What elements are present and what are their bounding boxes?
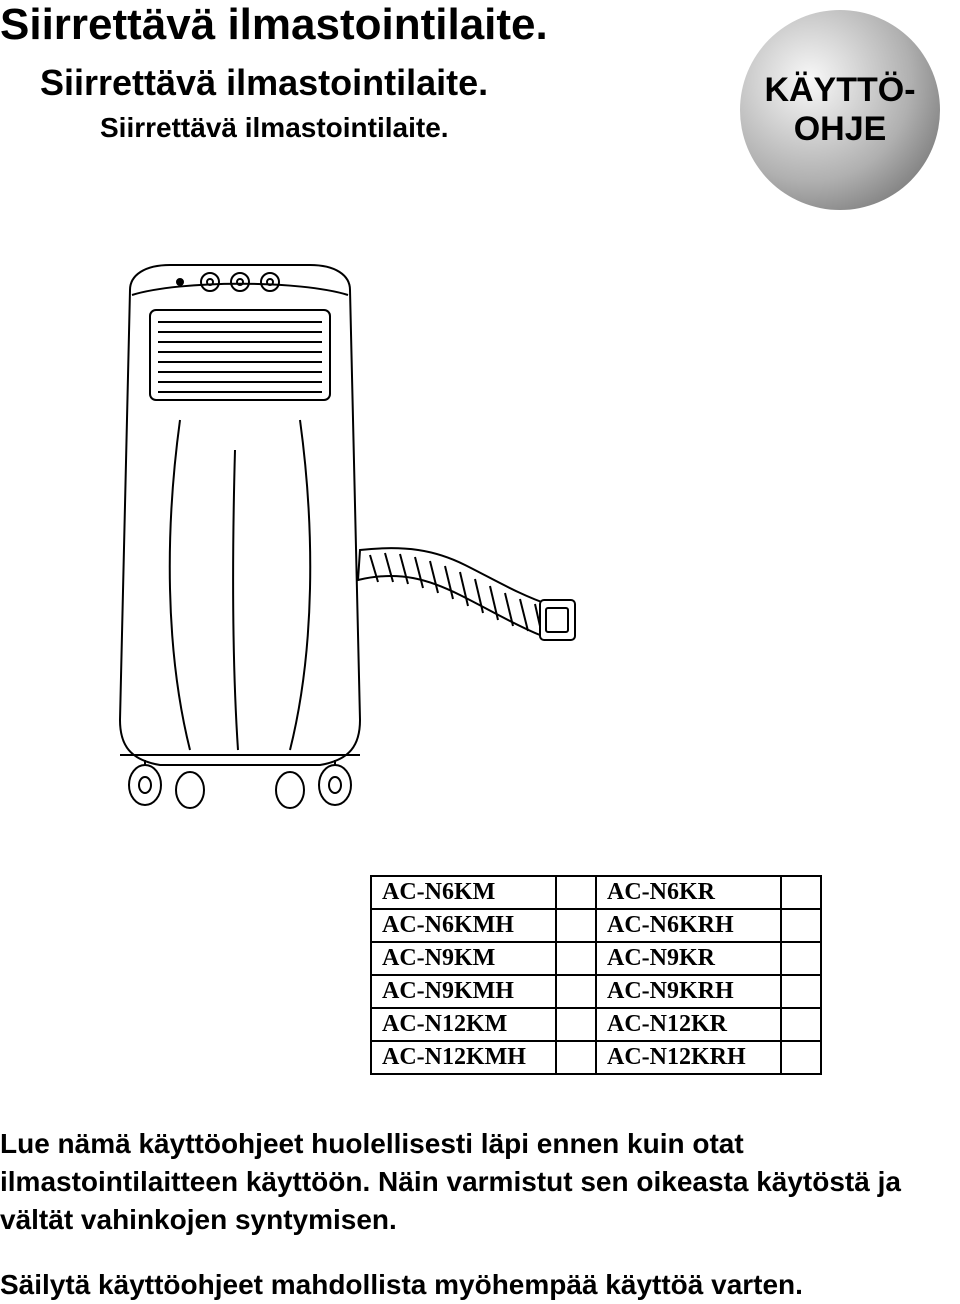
model-cell: AC-N9KMH	[371, 975, 556, 1008]
model-cell-empty	[556, 975, 596, 1008]
model-cell-empty	[556, 1041, 596, 1074]
model-cell-empty	[781, 909, 821, 942]
table-row: AC-N9KM AC-N9KR	[371, 942, 821, 975]
manual-badge: KÄYTTÖ- OHJE	[740, 10, 940, 210]
badge-text: KÄYTTÖ- OHJE	[764, 71, 915, 149]
model-cell-empty	[556, 942, 596, 975]
model-cell-empty	[781, 975, 821, 1008]
table-row: AC-N12KM AC-N12KR	[371, 1008, 821, 1041]
model-cell-empty	[781, 1041, 821, 1074]
table-row: AC-N9KMH AC-N9KRH	[371, 975, 821, 1008]
badge-line-2: OHJE	[794, 110, 887, 148]
model-table: AC-N6KM AC-N6KR AC-N6KMH AC-N6KRH AC-N9K…	[370, 875, 822, 1075]
model-cell: AC-N12KR	[596, 1008, 781, 1041]
model-cell-empty	[556, 1008, 596, 1041]
model-cell-empty	[781, 942, 821, 975]
page-title-1: Siirrettävä ilmastointilaite.	[0, 0, 740, 50]
model-cell: AC-N9KR	[596, 942, 781, 975]
model-cell: AC-N6KR	[596, 876, 781, 909]
model-cell-empty	[556, 876, 596, 909]
model-cell: AC-N12KRH	[596, 1041, 781, 1074]
model-cell-empty	[556, 909, 596, 942]
model-cell: AC-N6KM	[371, 876, 556, 909]
model-cell: AC-N6KMH	[371, 909, 556, 942]
model-cell-empty	[781, 876, 821, 909]
page-title-3: Siirrettävä ilmastointilaite.	[100, 112, 740, 144]
badge-line-1: KÄYTTÖ-	[764, 71, 915, 109]
model-cell: AC-N9KM	[371, 942, 556, 975]
instruction-paragraph-1: Lue nämä käyttöohjeet huolellisesti läpi…	[0, 1125, 930, 1238]
table-row: AC-N12KMH AC-N12KRH	[371, 1041, 821, 1074]
instruction-paragraph-2: Säilytä käyttöohjeet mahdollista myöhemp…	[0, 1266, 930, 1304]
table-row: AC-N6KM AC-N6KR	[371, 876, 821, 909]
page-title-2: Siirrettävä ilmastointilaite.	[40, 62, 740, 104]
table-row: AC-N6KMH AC-N6KRH	[371, 909, 821, 942]
model-cell: AC-N9KRH	[596, 975, 781, 1008]
model-cell: AC-N12KMH	[371, 1041, 556, 1074]
model-cell-empty	[781, 1008, 821, 1041]
model-cell: AC-N12KM	[371, 1008, 556, 1041]
model-cell: AC-N6KRH	[596, 909, 781, 942]
product-illustration	[60, 250, 590, 840]
